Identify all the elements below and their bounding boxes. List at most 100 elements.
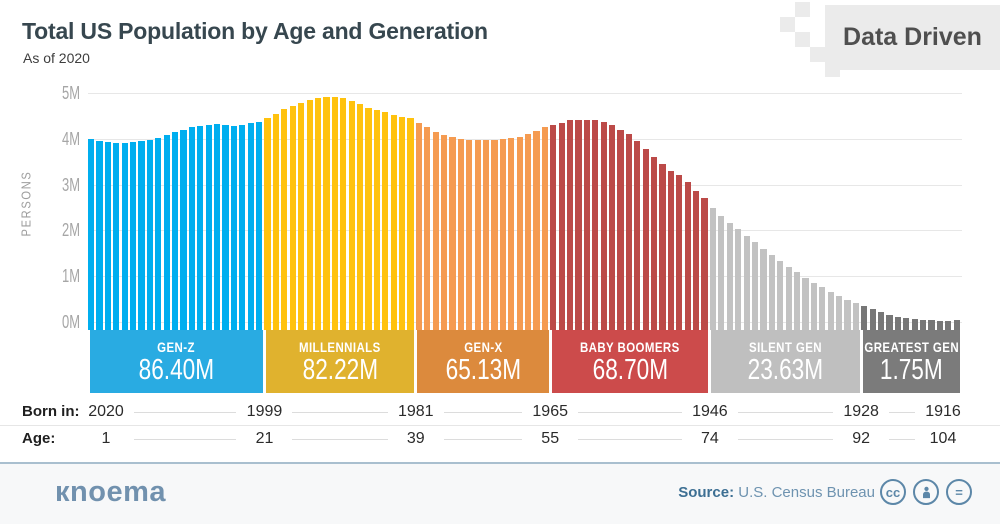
brand-banner-label: Data Driven (843, 23, 982, 51)
leader-line (134, 412, 237, 413)
leader-line (443, 439, 523, 440)
bar (735, 229, 742, 330)
bar (466, 139, 473, 330)
bar (172, 131, 179, 330)
leader-line (578, 439, 682, 440)
bar (130, 142, 137, 330)
y-tick-label: 5M (61, 83, 80, 103)
checker-square (810, 47, 825, 62)
generation-name: GEN-Z (157, 338, 196, 355)
bar (482, 140, 490, 330)
y-tick-label: 3M (61, 174, 80, 195)
generation-name: GREATEST GEN (864, 338, 959, 355)
bar (768, 254, 775, 330)
age-tick: 21 (255, 430, 274, 447)
bar (861, 305, 868, 330)
generation-box: GEN-Z 86.40M (89, 330, 263, 393)
bar (533, 131, 540, 330)
born-in-row-label: Born in: (22, 403, 80, 420)
page-title: Total US Population by Age and Generatio… (22, 18, 488, 44)
bar (323, 96, 330, 330)
bar (88, 138, 95, 330)
bar (104, 142, 111, 330)
bar (651, 157, 658, 330)
bar (230, 125, 238, 330)
bar (667, 170, 675, 330)
source-value: U.S. Census Bureau (738, 484, 875, 501)
bar (373, 110, 380, 330)
bar (289, 105, 296, 330)
bar (508, 137, 515, 330)
bar (743, 235, 750, 330)
generation-total: 1.75M (880, 353, 943, 386)
generation-name: MILLENNIALS (299, 338, 381, 355)
bar (659, 163, 666, 330)
bar (247, 122, 254, 330)
brand-banner: Data Driven (825, 5, 1000, 70)
bar (869, 308, 876, 330)
bar (718, 215, 725, 330)
bar (205, 125, 212, 330)
age-tick: 1 (101, 430, 111, 447)
bar (138, 141, 145, 330)
bar (424, 127, 431, 330)
bar (877, 311, 885, 330)
generation-box: GREATEST GEN 1.75M (862, 330, 961, 393)
generation-total: 23.63M (747, 353, 824, 386)
no-derivatives-icon: = (946, 479, 972, 505)
leader-line (443, 412, 523, 413)
generation-box: MILLENNIALS 82.22M (265, 330, 415, 393)
bar (382, 112, 389, 330)
bar (567, 120, 574, 330)
bar (214, 124, 221, 330)
bar (625, 134, 633, 330)
bar (264, 118, 271, 330)
generation-name: GEN-X (463, 338, 503, 355)
bar (222, 125, 229, 330)
license-icons: cc = (880, 479, 972, 505)
born-in-tick: 2020 (88, 403, 124, 420)
age-tick: 74 (700, 430, 719, 447)
bar (785, 266, 792, 330)
age-tick: 104 (929, 430, 957, 447)
bar (592, 120, 599, 330)
bar (331, 96, 338, 330)
bar (945, 321, 952, 330)
bar (146, 139, 154, 330)
bar (239, 125, 246, 330)
source-label: Source: (678, 484, 735, 501)
bar (575, 119, 582, 330)
generation-box: GEN-X 65.13M (417, 330, 549, 393)
bar (407, 118, 414, 330)
gridline (88, 93, 962, 94)
y-tick-label: 4M (61, 128, 80, 149)
born-in-tick: 1928 (843, 403, 879, 420)
checker-square (795, 32, 810, 47)
bar (365, 107, 372, 330)
bar (819, 287, 826, 330)
generation-total: 86.40M (138, 353, 214, 386)
bar (432, 131, 439, 330)
bar (272, 113, 280, 330)
born-in-tick: 1946 (692, 403, 728, 420)
bar (348, 101, 355, 330)
born-in-tick: 1981 (397, 403, 434, 420)
bar (903, 317, 910, 330)
bar (810, 282, 817, 330)
bar (709, 208, 717, 330)
bar (583, 119, 591, 330)
bar (281, 109, 288, 330)
leader-line (292, 412, 388, 413)
y-axis-title: PERSONS (18, 170, 34, 237)
generation-total: 82.22M (302, 353, 378, 386)
bar (96, 141, 103, 330)
attribution-person-icon (913, 479, 939, 505)
bar (306, 99, 313, 330)
bar (449, 137, 456, 330)
age-row-label: Age: (22, 430, 56, 447)
leader-line (292, 439, 388, 440)
bar (693, 190, 700, 330)
bar (197, 125, 204, 330)
generation-name: SILENT GEN (749, 338, 823, 355)
